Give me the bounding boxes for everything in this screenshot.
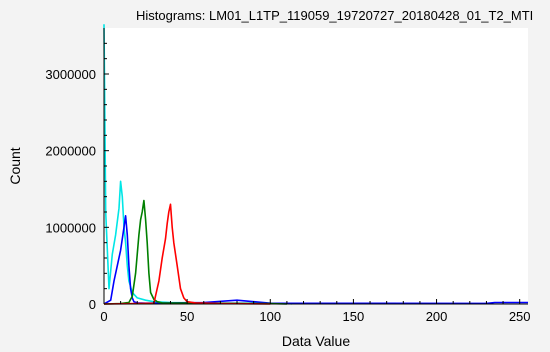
x-tick-label: 250: [509, 309, 531, 324]
y-tick-label: 0: [89, 297, 96, 312]
y-tick-label: 1000000: [45, 220, 96, 235]
chart-title: Histograms: LM01_L1TP_119059_19720727_20…: [136, 8, 534, 23]
series-line-2: [103, 215, 528, 305]
series-line-3: [103, 199, 287, 305]
y-tick-label: 2000000: [45, 144, 96, 159]
x-tick-label: 50: [180, 309, 194, 324]
x-axis-title: Data Value: [282, 333, 350, 349]
y-axis-title: Count: [7, 147, 23, 184]
x-tick-label: 100: [259, 309, 281, 324]
x-tick-label: 0: [100, 309, 107, 324]
x-tick-label: 200: [426, 309, 448, 324]
y-tick-label: 3000000: [45, 67, 96, 82]
x-tick-label: 150: [343, 309, 365, 324]
plot-area: [104, 28, 528, 304]
series-line-4: [103, 203, 271, 305]
